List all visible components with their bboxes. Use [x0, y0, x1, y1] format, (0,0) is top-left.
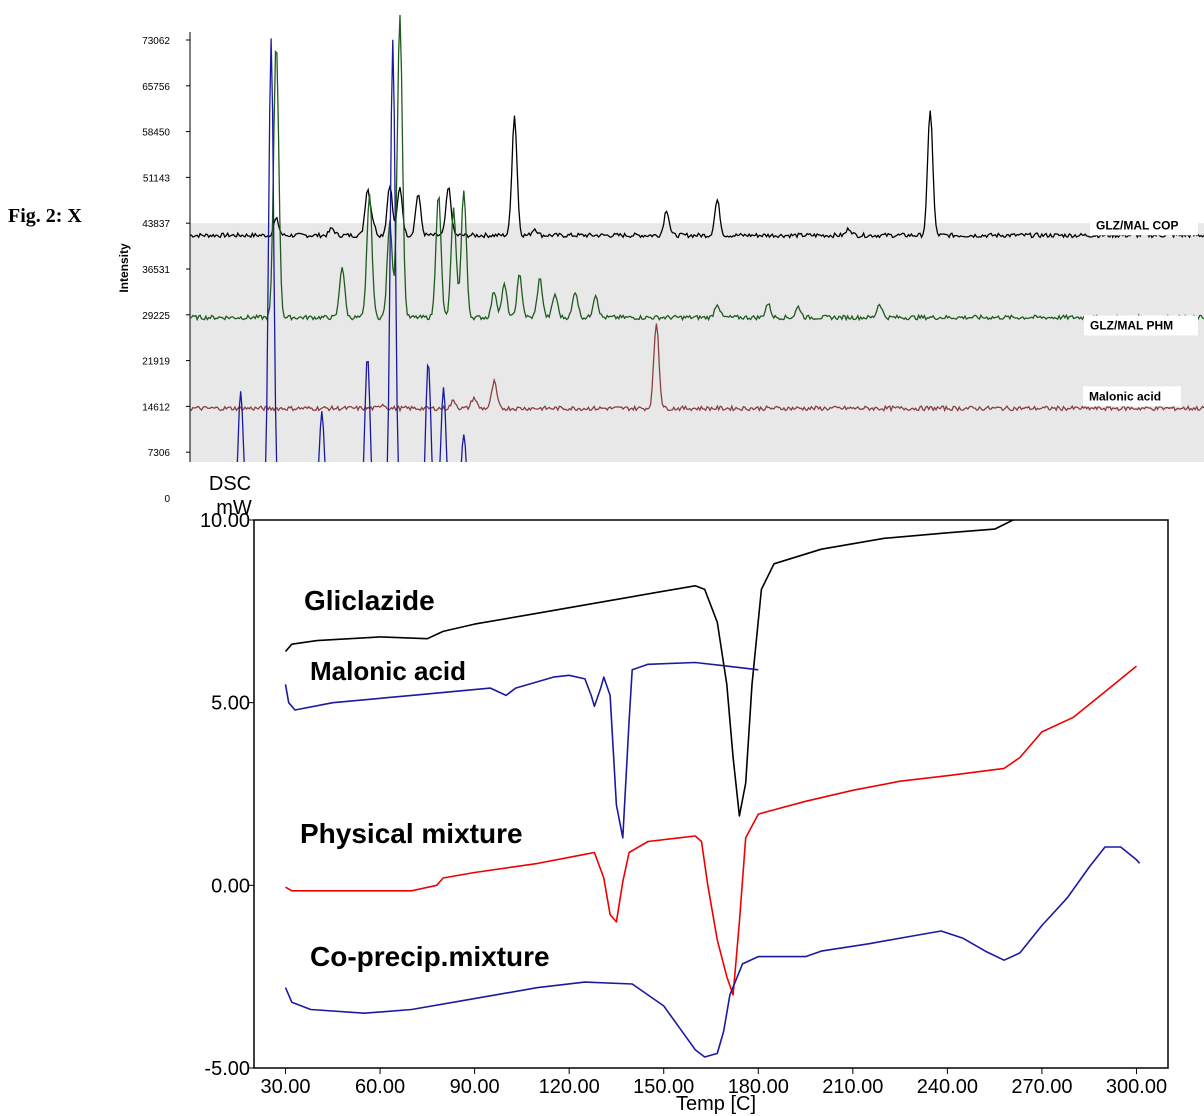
dsc-x-tick-label: 30.00	[260, 1076, 310, 1098]
dsc-x-tick-label: 90.00	[450, 1076, 500, 1098]
dsc-series-line	[285, 665, 1138, 996]
xrd-y-axis-label: Intensity	[117, 243, 131, 293]
xrd-series-label: GLZ/MAL PHM	[1090, 318, 1173, 332]
dsc-y-axis-unit: mW	[216, 497, 252, 519]
xrd-y-tick-label: 43837	[142, 219, 170, 230]
dsc-series-line	[284, 661, 759, 839]
dsc-y-tick-label: -5.00	[204, 1058, 250, 1080]
xrd-y-tick-label: 65756	[142, 82, 170, 93]
dsc-series-label: Gliclazide	[304, 585, 435, 616]
dsc-x-tick-label: 150.00	[633, 1076, 694, 1098]
dsc-x-tick-label: 240.00	[917, 1076, 978, 1098]
dsc-x-tick-label: 60.00	[355, 1076, 405, 1098]
xrd-plot-background	[190, 223, 1204, 462]
xrd-series-line	[190, 323, 1204, 413]
dsc-series-line	[284, 846, 1141, 1058]
dsc-x-tick-label: 210.00	[822, 1076, 883, 1098]
dsc-x-tick-label: 120.00	[539, 1076, 600, 1098]
xrd-series-label-bg	[1084, 315, 1198, 336]
dsc-y-tick-label: 10.00	[200, 510, 250, 532]
dsc-series-label: Malonic acid	[310, 656, 466, 686]
dsc-x-tick-label: 270.00	[1011, 1076, 1072, 1098]
dsc-plot-frame	[253, 519, 1169, 1069]
xrd-series-label: Malonic acid	[1089, 389, 1161, 403]
xrd-series-label: GLZ/MAL COP	[1096, 218, 1178, 232]
dsc-y-tick-label: 5.00	[211, 693, 250, 715]
xrd-series-label-bg	[1090, 215, 1198, 236]
dsc-y-tick-label: 0.00	[211, 875, 250, 897]
xrd-y-tick-label: 73062	[142, 36, 170, 47]
dsc-series-label: Co-precip.mixture	[310, 941, 550, 972]
xrd-y-tick-label: 58450	[142, 128, 170, 139]
dsc-y-axis-label: DSC	[209, 473, 251, 495]
xrd-series-line	[190, 110, 1204, 239]
xrd-y-tick-label: 21919	[142, 357, 170, 368]
dsc-x-tick-label: 300.00	[1106, 1076, 1167, 1098]
xrd-series-label-bg	[1083, 386, 1181, 407]
figure-caption: Fig. 2: X	[8, 205, 82, 227]
xrd-y-tick-label: 0	[164, 494, 170, 505]
xrd-y-tick-label: 14612	[142, 402, 170, 413]
dsc-x-tick-label: 180.00	[728, 1076, 789, 1098]
dsc-x-axis-label: Temp [C]	[676, 1093, 756, 1115]
dsc-series-label: Physical mixture	[300, 818, 523, 849]
xrd-y-tick-label: 36531	[142, 265, 170, 276]
xrd-y-tick-label: 29225	[142, 311, 170, 322]
xrd-y-tick-label: 7306	[148, 448, 171, 459]
dsc-series-line	[284, 520, 1015, 817]
xrd-series-line	[190, 14, 1204, 322]
xrd-y-tick-label: 51143	[143, 173, 171, 184]
